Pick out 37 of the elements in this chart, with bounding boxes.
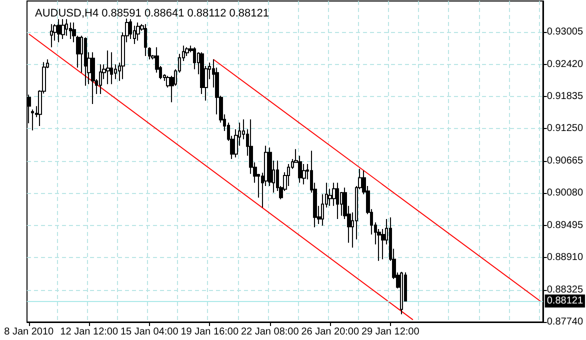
candlestick (336, 182, 339, 220)
candlestick (193, 46, 196, 70)
y-tick-label: 0.88325 (546, 284, 584, 296)
candlestick (84, 36, 87, 86)
candlestick (106, 50, 110, 85)
y-tick-label: 0.91250 (546, 123, 584, 134)
candlestick (185, 46, 189, 57)
candlestick (136, 22, 140, 42)
candlestick (61, 18, 65, 40)
y-tick-label: 0.91835 (546, 91, 584, 102)
x-tick-label: 8 Jan 2010 (4, 326, 54, 338)
candlestick (31, 108, 34, 131)
x-tick-label: 15 Jan 04:00 (120, 326, 179, 338)
y-tick-label: 0.90665 (546, 155, 584, 166)
x-tick-label: 22 Jan 08:00 (240, 326, 300, 338)
y-tick-label: 0.87740 (546, 316, 584, 328)
y-tick-label: 0.88910 (546, 252, 584, 264)
candlestick (57, 18, 61, 43)
y-tick-label: 0.90080 (546, 188, 584, 199)
candlestick (144, 24, 147, 57)
candlestick (65, 18, 68, 36)
y-tick-label: 0.93005 (546, 26, 584, 38)
candlestick (400, 271, 403, 315)
candlestick (99, 64, 102, 95)
ref-line-label: 0.88121 (546, 296, 584, 307)
candlestick (148, 46, 151, 60)
x-tick-label: 19 Jan 16:00 (180, 326, 239, 338)
y-tick-label: 0.89495 (546, 220, 584, 231)
x-tick-label: 12 Jan 12:00 (60, 326, 118, 338)
x-tick-label: 26 Jan 20:00 (301, 326, 360, 338)
text: AUDUSD,H4 0.88591 0.88641 0.88112 0.88121 (35, 8, 270, 20)
candlestick (50, 24, 53, 48)
candlestick (91, 52, 95, 104)
candlestick (69, 22, 72, 40)
x-tick-label: 29 Jan 12:00 (361, 326, 420, 338)
y-tick-label: 0.92420 (546, 58, 584, 70)
candlestick (110, 52, 113, 85)
